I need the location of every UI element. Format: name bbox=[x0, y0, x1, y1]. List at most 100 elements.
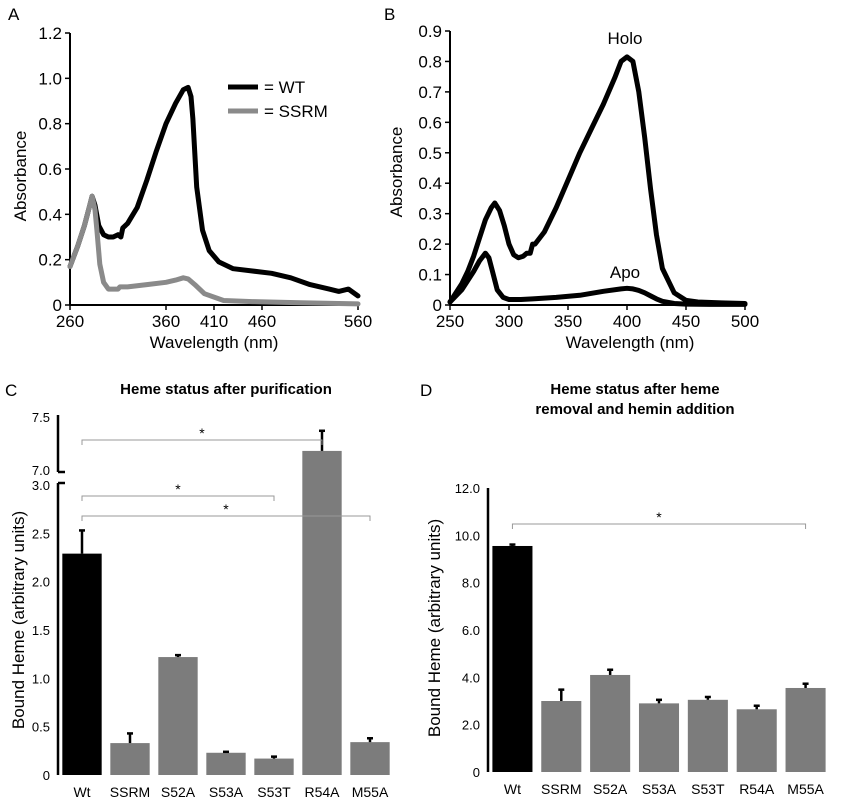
bar-m55a bbox=[350, 742, 390, 775]
bar-s52a bbox=[158, 657, 198, 775]
y-tick-label-d: 12.0 bbox=[455, 481, 480, 496]
y-tick-label-c: 2.0 bbox=[32, 575, 50, 590]
y-tick-label-c: 0 bbox=[43, 768, 50, 783]
category-label-s53a: S53A bbox=[209, 784, 244, 800]
bar-ssrm bbox=[110, 743, 150, 775]
y-tick-label-c: 3.0 bbox=[32, 478, 50, 493]
category-label-s52a: S52A bbox=[161, 784, 196, 800]
y-tick-label-d: 10.0 bbox=[455, 528, 480, 543]
y-tick-label-a: 1.2 bbox=[38, 24, 62, 43]
significance-star: * bbox=[223, 501, 229, 517]
category-label-s53a: S53A bbox=[642, 781, 677, 797]
y-tick-label-c: 1.5 bbox=[32, 623, 50, 638]
panel-b: B 250 300 350 400 450 500 0 0.1 0.2 0.3 0.4 0.5 0.6 0… bbox=[380, 0, 842, 360]
x-tick-label-b: 250 bbox=[436, 312, 464, 331]
legend-wt-label: = WT bbox=[264, 78, 305, 97]
x-tick-label-a: 360 bbox=[152, 312, 180, 331]
significance-bracket bbox=[511, 523, 807, 529]
category-label-m55a: M55A bbox=[352, 784, 389, 800]
panel-label-d: D bbox=[420, 381, 432, 400]
y-tick-label-d: 0 bbox=[473, 765, 480, 780]
absorbance-chart-b: B 250 300 350 400 450 500 0 0.1 0.2 0.3 0.4 0.5 0.6 0… bbox=[384, 5, 759, 352]
x-axis-label-a: Wavelength (nm) bbox=[150, 333, 279, 352]
y-tick-label-d: 6.0 bbox=[462, 623, 480, 638]
y-axis-label-c: Bound Heme (arbitrary units) bbox=[9, 511, 28, 729]
significance-star: * bbox=[199, 425, 205, 441]
y-axis-label-d: Bound Heme (arbitrary units) bbox=[425, 519, 444, 737]
y-tick-label-a: 0.8 bbox=[38, 115, 62, 134]
y-tick-label-c: 7.5 bbox=[32, 410, 50, 425]
y-tick-label-c: 7.0 bbox=[32, 463, 50, 478]
series-line-ssrm bbox=[67, 193, 361, 307]
category-label-r54a: R54A bbox=[739, 781, 775, 797]
category-label-ssrm: SSRM bbox=[110, 784, 150, 800]
chart-title-d-line2: removal and hemin addition bbox=[535, 401, 734, 418]
x-tick-label-b: 450 bbox=[672, 312, 700, 331]
y-tick-label-a: 0.6 bbox=[38, 160, 62, 179]
category-label-s53t: S53T bbox=[257, 784, 291, 800]
y-tick-label-b: 0.1 bbox=[418, 266, 442, 285]
x-tick-label-b: 500 bbox=[731, 312, 759, 331]
bar-chart-d: D Heme status after heme removal and hem… bbox=[420, 381, 826, 797]
significance-star: * bbox=[175, 481, 181, 497]
chart-title-d-line1: Heme status after heme bbox=[550, 381, 719, 398]
panel-c: C Heme status after purification 0 0.5 1.0… bbox=[0, 370, 410, 800]
series-line-holo bbox=[447, 54, 748, 306]
category-label-r54a: R54A bbox=[304, 784, 340, 800]
annotation-apo: Apo bbox=[610, 263, 640, 282]
y-tick-label-a: 0.2 bbox=[38, 251, 62, 270]
y-tick-label-c: 2.5 bbox=[32, 526, 50, 541]
bar-r54a bbox=[302, 450, 342, 775]
significance-bracket bbox=[81, 515, 371, 521]
chart-title-c: Heme status after purification bbox=[120, 381, 332, 398]
bar-s53a bbox=[206, 752, 246, 775]
y-tick-label-b: 0.5 bbox=[418, 144, 442, 163]
x-tick-label-a: 260 bbox=[56, 312, 84, 331]
legend-ssrm-label: = SSRM bbox=[264, 102, 328, 121]
bar-s53t bbox=[687, 699, 728, 772]
x-tick-label-b: 350 bbox=[554, 312, 582, 331]
significance-bracket bbox=[81, 495, 275, 501]
significance-star: * bbox=[656, 509, 662, 525]
category-label-s52a: S52A bbox=[593, 781, 628, 797]
y-tick-label-a: 0 bbox=[53, 296, 62, 315]
bar-s53a bbox=[638, 703, 680, 772]
y-tick-label-b: 0.8 bbox=[418, 52, 442, 71]
category-label-ssrm: SSRM bbox=[541, 781, 581, 797]
panel-a: A 260 360 410 460 560 0 0.2 0.4 0.6 0.8 1.0 1.2 = W… bbox=[0, 0, 380, 360]
significance-bracket bbox=[81, 439, 323, 445]
y-tick-label-a: 1.0 bbox=[38, 69, 62, 88]
y-tick-label-b: 0.6 bbox=[418, 113, 442, 132]
y-tick-label-a: 0.4 bbox=[38, 205, 62, 224]
y-axis-label-a: Absorbance bbox=[11, 131, 30, 222]
x-tick-label-b: 300 bbox=[495, 312, 523, 331]
y-tick-label-c: 1.0 bbox=[32, 671, 50, 686]
x-tick-label-b: 400 bbox=[613, 312, 641, 331]
bar-chart-c: C Heme status after purification 0 0.5 1.0… bbox=[5, 381, 390, 800]
y-tick-label-b: 0.4 bbox=[418, 174, 442, 193]
bar-wt bbox=[492, 545, 533, 772]
bar-s52a bbox=[590, 674, 631, 772]
category-label-m55a: M55A bbox=[787, 781, 824, 797]
bar-s53t bbox=[254, 758, 294, 775]
panel-label-c: C bbox=[5, 381, 17, 400]
category-label-s53t: S53T bbox=[691, 781, 725, 797]
panel-d: D Heme status after heme removal and hem… bbox=[410, 370, 842, 800]
y-tick-label-b: 0.2 bbox=[418, 235, 442, 254]
y-tick-label-b: 0.7 bbox=[418, 83, 442, 102]
bar-r54a bbox=[736, 709, 777, 772]
x-tick-label-a: 460 bbox=[248, 312, 276, 331]
y-tick-label-d: 2.0 bbox=[462, 718, 480, 733]
absorbance-chart-a: A 260 360 410 460 560 0 0.2 0.4 0.6 0.8 1.0 1.2 = W… bbox=[8, 5, 372, 352]
y-tick-label-d: 8.0 bbox=[462, 576, 480, 591]
category-label-wt: Wt bbox=[73, 784, 90, 800]
bar-m55a bbox=[785, 687, 826, 772]
x-tick-label-a: 410 bbox=[200, 312, 228, 331]
annotation-holo: Holo bbox=[608, 29, 643, 48]
y-tick-label-b: 0.3 bbox=[418, 205, 442, 224]
x-tick-label-a: 560 bbox=[344, 312, 372, 331]
y-tick-label-c: 0.5 bbox=[32, 720, 50, 735]
y-tick-label-b: 0 bbox=[433, 296, 442, 315]
category-label-wt: Wt bbox=[504, 781, 521, 797]
panel-label-a: A bbox=[8, 5, 20, 24]
